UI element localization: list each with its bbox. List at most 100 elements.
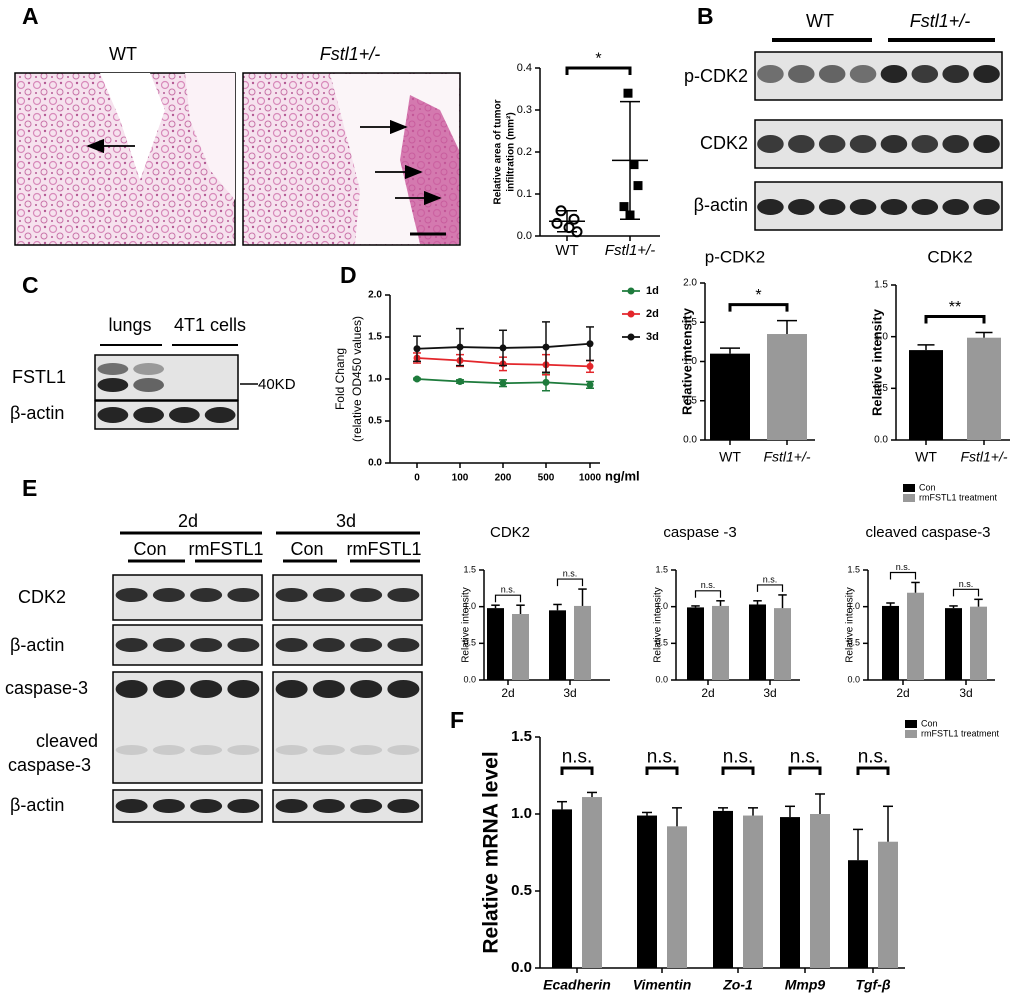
- legend-label: Con: [921, 718, 938, 728]
- y-tick-label: 1.5: [511, 728, 532, 745]
- band: [788, 135, 815, 153]
- band: [942, 135, 969, 153]
- bar: [687, 607, 704, 680]
- band: [818, 199, 846, 215]
- band: [973, 199, 1000, 215]
- significance-bracket: [952, 588, 980, 597]
- legend-swatch: [905, 730, 917, 738]
- significance-label: n.s.: [723, 747, 754, 768]
- band: [350, 680, 383, 698]
- x-tick-label: 2d: [896, 686, 909, 700]
- bar: [967, 337, 1001, 440]
- bar: [487, 608, 504, 680]
- significance-bracket: [560, 766, 594, 775]
- significance-label: *: [755, 287, 761, 304]
- band: [880, 135, 908, 153]
- y-tick-label: 1.5: [463, 564, 476, 574]
- blot-label: β-actin: [10, 635, 64, 655]
- band: [97, 407, 129, 423]
- significance-label: n.s.: [959, 579, 974, 589]
- significance-bracket: [721, 766, 755, 775]
- y-tick-label: 1.0: [368, 374, 382, 385]
- bar: [810, 814, 830, 968]
- y-axis-label: Relative intensity: [653, 587, 664, 663]
- x-tick-label: WT: [719, 449, 741, 465]
- band: [190, 588, 223, 602]
- x-tick-label: 2d: [701, 686, 714, 700]
- band: [115, 588, 148, 602]
- significance-label: **: [949, 299, 961, 316]
- x-tick-label: 200: [495, 473, 512, 484]
- band: [204, 407, 236, 423]
- y-axis-label: Relative mRNA level: [480, 751, 503, 953]
- legend-label: 3d: [646, 331, 659, 343]
- bar: [712, 605, 729, 680]
- y-axis-label: Relative intensity: [845, 587, 856, 663]
- y-tick-label: 0.3: [517, 104, 532, 116]
- band: [387, 638, 420, 652]
- band: [115, 680, 148, 698]
- y-tick-label: 1.0: [683, 356, 697, 367]
- y-tick-label: 1.5: [847, 564, 860, 574]
- y-tick-label: 1.0: [847, 601, 860, 611]
- band: [849, 135, 877, 153]
- significance-label: *: [595, 50, 601, 67]
- point: [413, 375, 421, 383]
- y-tick-label: 0.5: [511, 882, 532, 899]
- bar: [848, 860, 868, 968]
- x-axis-label: ng/ml: [605, 468, 640, 483]
- blot-label: caspase-3: [8, 755, 91, 775]
- chart-title: CDK2: [927, 247, 972, 266]
- band: [152, 745, 185, 755]
- panel-letter: A: [22, 3, 39, 29]
- band: [190, 638, 223, 652]
- legend-label: 1d: [646, 285, 659, 297]
- blot-label: cleaved: [36, 731, 98, 751]
- significance-bracket: [494, 594, 522, 603]
- band: [911, 135, 939, 153]
- legend-marker: [627, 287, 635, 295]
- blot-label: CDK2: [18, 587, 66, 607]
- band: [227, 745, 260, 755]
- significance-label: n.s.: [790, 747, 821, 768]
- significance-bracket: [728, 303, 789, 312]
- image-label: Fstl1+/-: [320, 44, 381, 64]
- y-tick-label: 0.0: [847, 674, 860, 684]
- blot-label: FSTL1: [12, 367, 66, 387]
- y-tick-label: 0.5: [874, 383, 888, 394]
- band: [275, 680, 308, 698]
- y-tick-label: 0.5: [368, 416, 382, 427]
- x-tick-label: 500: [538, 473, 555, 484]
- band: [911, 199, 939, 215]
- y-tick-label: 0.5: [655, 638, 668, 648]
- bar: [909, 350, 943, 440]
- band: [312, 588, 345, 602]
- bar: [945, 608, 962, 680]
- panel-letter: B: [697, 3, 714, 29]
- y-axis-label: Relative intensity: [461, 587, 472, 663]
- group-label: rmFSTL1: [346, 539, 421, 559]
- significance-label: n.s.: [562, 747, 593, 768]
- y-tick-label: 0.0: [874, 435, 888, 446]
- point: [413, 345, 421, 353]
- band: [97, 378, 129, 392]
- x-tick-label: 100: [452, 473, 469, 484]
- band: [818, 135, 846, 153]
- band: [152, 799, 185, 813]
- bar: [907, 592, 924, 680]
- significance-bracket: [788, 766, 822, 775]
- legend-label: rmFSTL1 treatment: [921, 728, 1000, 738]
- legend-marker: [627, 333, 635, 341]
- point: [629, 160, 639, 170]
- panel-letter: C: [22, 272, 39, 298]
- band: [849, 65, 877, 83]
- x-tick-label: Fstl1+/-: [763, 449, 810, 465]
- significance-bracket: [756, 584, 784, 592]
- y-tick-label: 0.5: [683, 395, 697, 406]
- bar: [970, 606, 987, 680]
- band: [152, 680, 185, 698]
- significance-label: n.s.: [858, 747, 889, 768]
- band: [115, 799, 148, 813]
- blot-label: CDK2: [700, 133, 748, 153]
